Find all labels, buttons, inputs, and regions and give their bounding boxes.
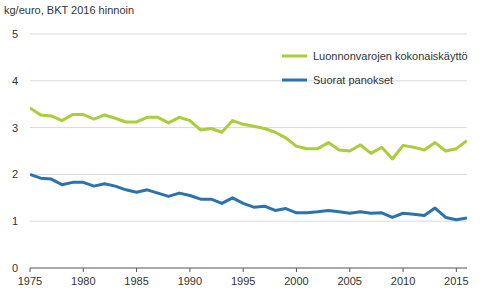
- x-tick: [189, 268, 190, 272]
- y-tick-label: 2: [12, 168, 18, 180]
- series-line: [30, 174, 467, 219]
- x-tick: [403, 268, 404, 272]
- grid-line: [30, 174, 467, 175]
- y-tick-label: 3: [12, 122, 18, 134]
- y-tick-label: 1: [12, 215, 18, 227]
- x-tick-label: 2010: [391, 275, 415, 287]
- x-tick: [136, 268, 137, 272]
- x-tick: [349, 268, 350, 272]
- x-tick: [30, 268, 31, 272]
- grid-line: [30, 221, 467, 222]
- legend-swatch: [282, 79, 307, 82]
- series-line: [30, 108, 467, 159]
- legend-swatch: [282, 55, 307, 58]
- x-tick-label: 1980: [71, 275, 95, 287]
- x-tick: [296, 268, 297, 272]
- x-tick-label: 1975: [18, 275, 42, 287]
- legend-label: Luonnonvarojen kokonaiskäyttö: [313, 50, 468, 62]
- x-tick-label: 1995: [231, 275, 255, 287]
- y-tick-label: 0: [12, 262, 18, 274]
- chart: kg/euro, BKT 2016 hinnoin 0 1 2 3 4 5 1975 1980 1…: [0, 0, 491, 302]
- x-axis-line: [30, 268, 467, 269]
- x-tick: [243, 268, 244, 272]
- y-tick-label: 5: [12, 28, 18, 40]
- grid-line: [30, 80, 467, 81]
- series-group: [30, 108, 467, 220]
- x-tick: [83, 268, 84, 272]
- legend-label: Suorat panokset: [313, 74, 393, 86]
- x-tick-label: 2000: [284, 275, 308, 287]
- x-tick-label: 2015: [444, 275, 468, 287]
- x-tick-label: 1990: [178, 275, 202, 287]
- x-tick-label: 1985: [124, 275, 148, 287]
- y-axis-label: kg/euro, BKT 2016 hinnoin: [4, 4, 134, 16]
- grid-line: [30, 127, 467, 128]
- x-tick: [456, 268, 457, 272]
- y-tick-label: 4: [12, 75, 18, 87]
- x-tick-label: 2005: [338, 275, 362, 287]
- grid-line: [30, 34, 467, 35]
